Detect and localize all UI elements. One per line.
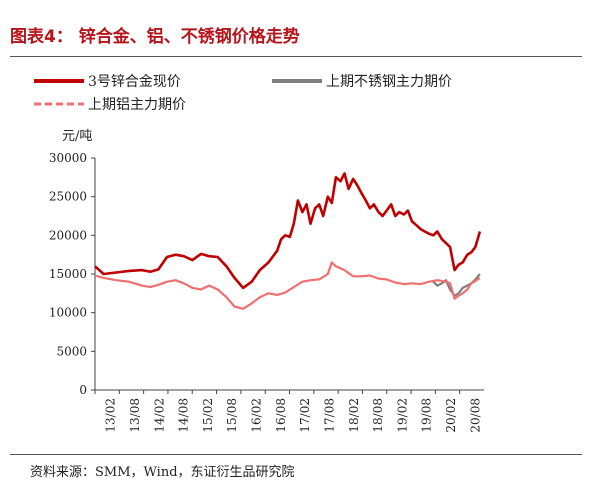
x-tick-label: 16/02 xyxy=(250,398,264,433)
y-tick-label: 25000 xyxy=(49,190,87,204)
chart-title: 图表4： 锌合金、铝、不锈钢价格走势 xyxy=(10,27,300,47)
x-tick-label: 15/08 xyxy=(225,398,239,433)
y-tick-label: 0 xyxy=(79,383,87,397)
legend-label-steel: 上期不锈钢主力期价 xyxy=(326,74,452,90)
stainless-steel-price-line xyxy=(432,273,481,297)
legend-label-zinc: 3号锌合金现价 xyxy=(88,74,181,90)
y-tick-label: 5000 xyxy=(56,344,87,358)
x-tick-label: 19/02 xyxy=(395,398,409,433)
x-tick-label: 13/02 xyxy=(104,398,118,433)
source-note: 资料来源：SMM，Wind，东证衍生品研究院 xyxy=(30,465,295,480)
y-axis-unit-label: 元/吨 xyxy=(62,129,92,144)
x-tick-label: 14/08 xyxy=(177,398,191,433)
title-rule xyxy=(10,56,582,57)
zinc-alloy-price-line xyxy=(94,172,482,290)
x-tick-label: 15/02 xyxy=(201,398,215,433)
y-tick-label: 10000 xyxy=(49,306,87,320)
x-tick-label: 20/02 xyxy=(444,398,458,433)
x-tick-label: 20/08 xyxy=(468,398,482,433)
source-rule xyxy=(10,454,582,455)
x-tick-label: 13/08 xyxy=(128,398,142,433)
x-tick-label: 17/08 xyxy=(322,398,336,433)
aluminum-price-line xyxy=(94,261,481,310)
x-tick-label: 18/02 xyxy=(347,398,361,433)
x-tick-label: 17/02 xyxy=(298,398,312,433)
y-tick-label: 30000 xyxy=(49,151,87,165)
x-tick-label: 18/08 xyxy=(371,398,385,433)
x-tick-label: 19/08 xyxy=(420,398,434,433)
x-tick-label: 14/02 xyxy=(152,398,166,433)
y-tick-label: 20000 xyxy=(49,228,87,242)
x-tick-label: 16/08 xyxy=(274,398,288,433)
legend-label-aluminum: 上期铝主力期价 xyxy=(88,97,186,113)
y-tick-label: 15000 xyxy=(49,267,87,281)
